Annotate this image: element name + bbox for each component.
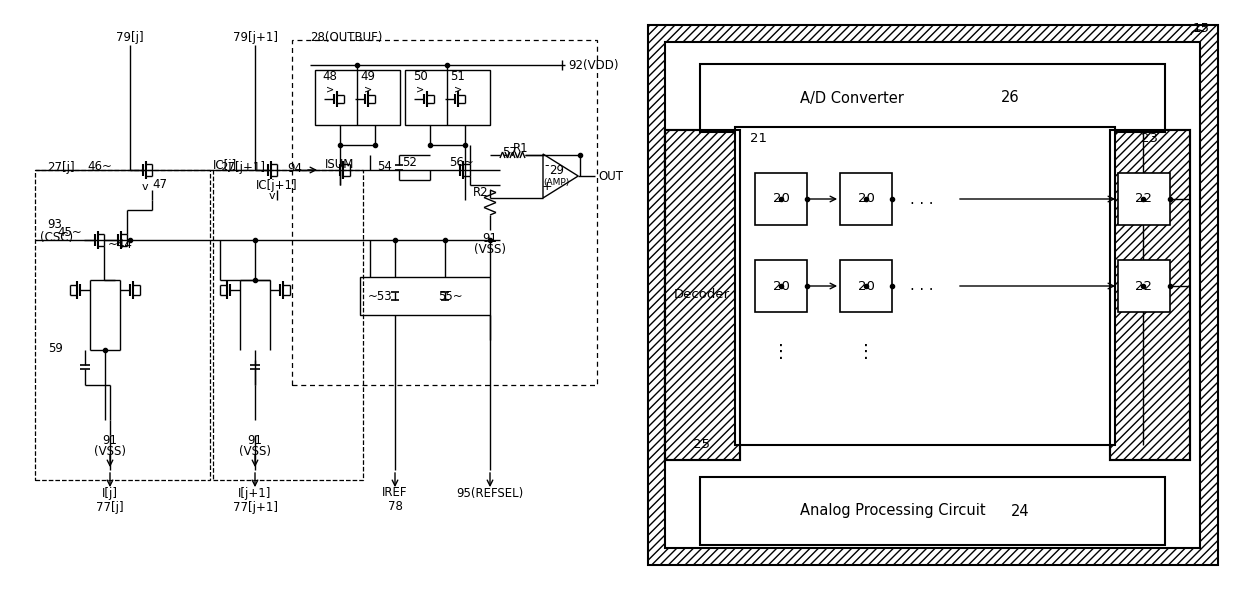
Bar [1118, 260, 1171, 312]
Text: IREF: IREF [382, 487, 408, 499]
Bar [291, 40, 596, 385]
Text: . . .: . . . [910, 278, 934, 293]
Text: ISUM: ISUM [325, 158, 355, 172]
Text: 20: 20 [773, 193, 790, 205]
Bar [701, 64, 1166, 132]
Bar [839, 260, 892, 312]
Bar [755, 173, 807, 225]
Text: >: > [415, 85, 424, 95]
Text: (VSS): (VSS) [474, 244, 506, 257]
Text: 21: 21 [750, 131, 768, 145]
Text: ~44: ~44 [108, 238, 133, 251]
Text: 20: 20 [858, 280, 874, 292]
Text: 77[j]: 77[j] [97, 500, 124, 514]
Text: 20: 20 [773, 280, 790, 292]
Text: -: - [544, 160, 549, 173]
Bar [1110, 130, 1190, 460]
Text: 25: 25 [693, 439, 711, 451]
Bar [735, 127, 1115, 445]
Text: 22: 22 [1136, 280, 1152, 292]
Bar [755, 260, 807, 312]
Text: 59: 59 [48, 341, 63, 355]
Bar [315, 70, 401, 125]
Text: 78: 78 [388, 500, 403, 514]
Text: 22: 22 [1136, 193, 1152, 205]
Text: 24: 24 [1011, 503, 1029, 518]
Text: 49: 49 [361, 70, 376, 83]
Bar [1110, 130, 1190, 460]
Text: (VSS): (VSS) [94, 445, 126, 458]
Bar [81, 245, 150, 325]
Text: +: + [542, 179, 552, 193]
Text: 91: 91 [482, 232, 497, 245]
Bar [665, 130, 740, 460]
Text: Analog Processing Circuit: Analog Processing Circuit [800, 503, 986, 518]
Text: 79[j+1]: 79[j+1] [233, 31, 278, 44]
Text: v: v [269, 191, 275, 201]
Text: 54: 54 [377, 160, 392, 173]
Text: R1: R1 [513, 142, 528, 154]
Bar [35, 170, 210, 480]
Text: 77[j+1]: 77[j+1] [233, 500, 278, 514]
Text: 93: 93 [47, 218, 62, 232]
Text: 46~: 46~ [87, 160, 112, 173]
Text: 55~: 55~ [438, 289, 463, 302]
Text: 47: 47 [153, 179, 167, 191]
Text: 95(REFSEL): 95(REFSEL) [456, 487, 523, 499]
Text: 57: 57 [502, 146, 517, 160]
Text: >: > [326, 85, 334, 95]
Text: 51: 51 [450, 70, 465, 83]
Text: A/D Converter: A/D Converter [800, 91, 904, 106]
Bar [701, 477, 1166, 545]
Text: 45~: 45~ [57, 226, 82, 239]
Text: 79[j]: 79[j] [117, 31, 144, 44]
Text: 92(VDD): 92(VDD) [568, 58, 619, 71]
Text: 52: 52 [403, 155, 418, 169]
Bar [649, 25, 1218, 565]
Text: >: > [363, 85, 372, 95]
Text: ~53: ~53 [368, 289, 392, 302]
Text: I[j]: I[j] [102, 487, 118, 499]
Text: OUT: OUT [598, 169, 622, 182]
Bar [213, 170, 363, 480]
Text: . . .: . . . [910, 191, 934, 206]
Text: 23: 23 [1142, 131, 1158, 145]
Text: ⋮: ⋮ [773, 343, 790, 361]
Text: 27[j]: 27[j] [47, 161, 74, 175]
Text: (VSS): (VSS) [239, 445, 272, 458]
Text: (AMP): (AMP) [543, 179, 569, 187]
Text: 91: 91 [248, 433, 263, 446]
Text: IC[j]: IC[j] [213, 160, 237, 173]
Text: 94: 94 [288, 161, 303, 175]
Bar [405, 70, 490, 125]
Bar [360, 277, 490, 315]
Text: 29: 29 [549, 164, 564, 178]
Text: R2: R2 [474, 185, 489, 199]
Text: I[j+1]: I[j+1] [238, 487, 272, 499]
Text: v: v [141, 182, 149, 192]
Text: Decoder: Decoder [673, 289, 730, 301]
Bar [839, 173, 892, 225]
Bar [665, 130, 740, 460]
Text: 48: 48 [322, 70, 337, 83]
Text: >: > [454, 85, 463, 95]
Text: 56~: 56~ [450, 157, 475, 169]
Text: ⋮: ⋮ [857, 343, 875, 361]
Text: 20: 20 [858, 193, 874, 205]
Text: 91: 91 [103, 433, 118, 446]
Text: (CSC): (CSC) [40, 232, 73, 245]
Text: 28(OUTBUF): 28(OUTBUF) [310, 31, 382, 43]
Bar [1118, 173, 1171, 225]
Text: 27[j+1]: 27[j+1] [219, 161, 265, 175]
Text: 26: 26 [1001, 91, 1019, 106]
Bar [665, 42, 1200, 548]
Text: IC[j+1]: IC[j+1] [255, 179, 298, 191]
Text: 15: 15 [1193, 22, 1210, 34]
Text: 50: 50 [413, 70, 428, 83]
